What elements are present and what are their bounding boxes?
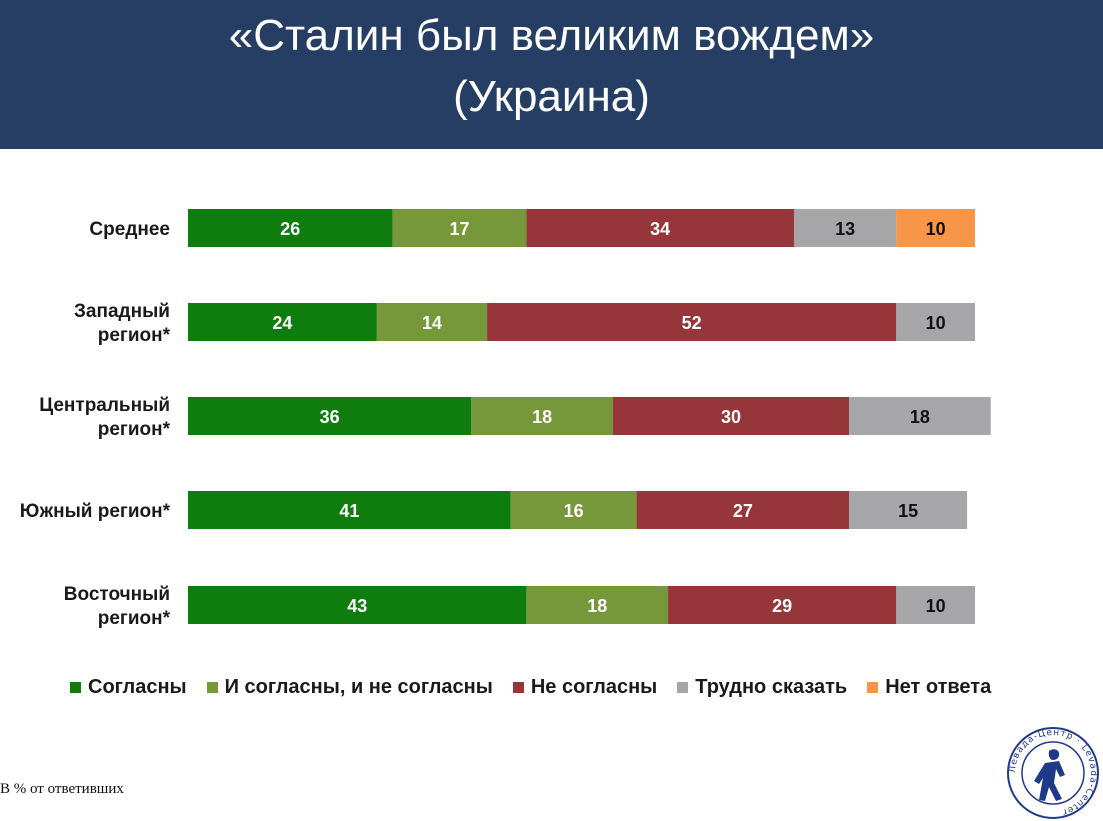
category-label: Центральный — [39, 395, 170, 416]
data-label: 27 — [733, 501, 753, 521]
legend-label: И согласны, и не согласны — [224, 675, 493, 698]
data-label: 52 — [682, 313, 702, 333]
bar-segment — [849, 491, 968, 529]
category-label: регион* — [98, 325, 171, 346]
chart-title: «Сталин был великим вождем» — [228, 11, 875, 60]
bar-segment — [376, 303, 488, 341]
legend-item: Нет ответа — [867, 676, 991, 699]
bar-segment — [896, 586, 975, 624]
legend-item: Не согласны — [512, 675, 658, 699]
legend-item: Трудно сказать — [677, 676, 847, 699]
legend-item: Согласны — [70, 676, 187, 699]
category-label: Среднее — [89, 219, 170, 240]
bar-segment — [526, 586, 669, 624]
data-label: 14 — [422, 313, 442, 333]
category-label: Западный — [74, 301, 170, 322]
data-label: 43 — [347, 596, 367, 616]
data-label: 18 — [910, 407, 930, 427]
levada-center-logo-icon: Левада-Центр · Levada-Center — [1007, 727, 1099, 819]
bar-segment — [188, 303, 377, 341]
stacked-bar-chart: Среднее 26 17 34 13 10 Западный регион* 24 14 52 10… — [20, 209, 991, 629]
bar-segment — [668, 586, 897, 624]
legend-swatch — [206, 681, 218, 693]
bar-segment — [188, 586, 527, 624]
bar-segment — [188, 491, 511, 529]
legend-label: Согласны — [88, 675, 187, 698]
data-label: 13 — [835, 219, 855, 239]
bar-segment — [188, 209, 393, 247]
legend-label: Нет ответа — [885, 675, 992, 698]
category-label: Южный регион* — [20, 501, 171, 522]
legend: Согласны И согласны, и не согласны Не согл… — [70, 673, 991, 701]
data-label: 10 — [926, 219, 946, 239]
chart-subtitle: (Украина) — [453, 72, 650, 121]
category-label: регион* — [98, 608, 171, 629]
bar-segment — [487, 303, 897, 341]
data-label: 18 — [587, 596, 607, 616]
data-label: 34 — [650, 219, 670, 239]
category-label: регион* — [98, 419, 171, 440]
bar-segment — [526, 209, 794, 247]
legend-label: Не согласны — [530, 675, 658, 698]
footnote: В % от ответивших — [0, 781, 124, 797]
data-label: 41 — [339, 501, 359, 521]
data-label: 29 — [772, 596, 792, 616]
legend-swatch — [512, 681, 524, 693]
title-banner: «Сталин был великим вождем» (Украина) — [0, 0, 1103, 149]
legend-item: И согласны, и не согласны — [206, 675, 493, 699]
bar-segment — [471, 397, 613, 435]
bar-segment — [849, 397, 991, 435]
legend-swatch — [70, 681, 81, 693]
bar-segment — [510, 491, 637, 529]
bar-segment — [896, 303, 975, 341]
data-label: 36 — [320, 407, 340, 427]
bar-segment — [188, 397, 472, 435]
legend-label: Трудно сказать — [695, 675, 848, 698]
data-label: 17 — [449, 219, 469, 239]
bar-segment — [392, 209, 527, 247]
data-label: 15 — [898, 501, 918, 521]
data-label: 10 — [926, 313, 946, 333]
data-label: 30 — [721, 407, 741, 427]
data-label: 16 — [564, 501, 584, 521]
legend-swatch — [867, 681, 879, 693]
bar-segment — [612, 397, 850, 435]
category-label: Восточный — [64, 584, 170, 605]
data-label: 24 — [272, 313, 292, 333]
legend-swatch — [677, 681, 689, 693]
data-label: 26 — [280, 219, 300, 239]
data-label: 18 — [532, 407, 552, 427]
bar-segment — [793, 209, 897, 247]
data-label: 10 — [926, 596, 946, 616]
bar-segment — [896, 209, 975, 247]
bar-segment — [636, 491, 850, 529]
